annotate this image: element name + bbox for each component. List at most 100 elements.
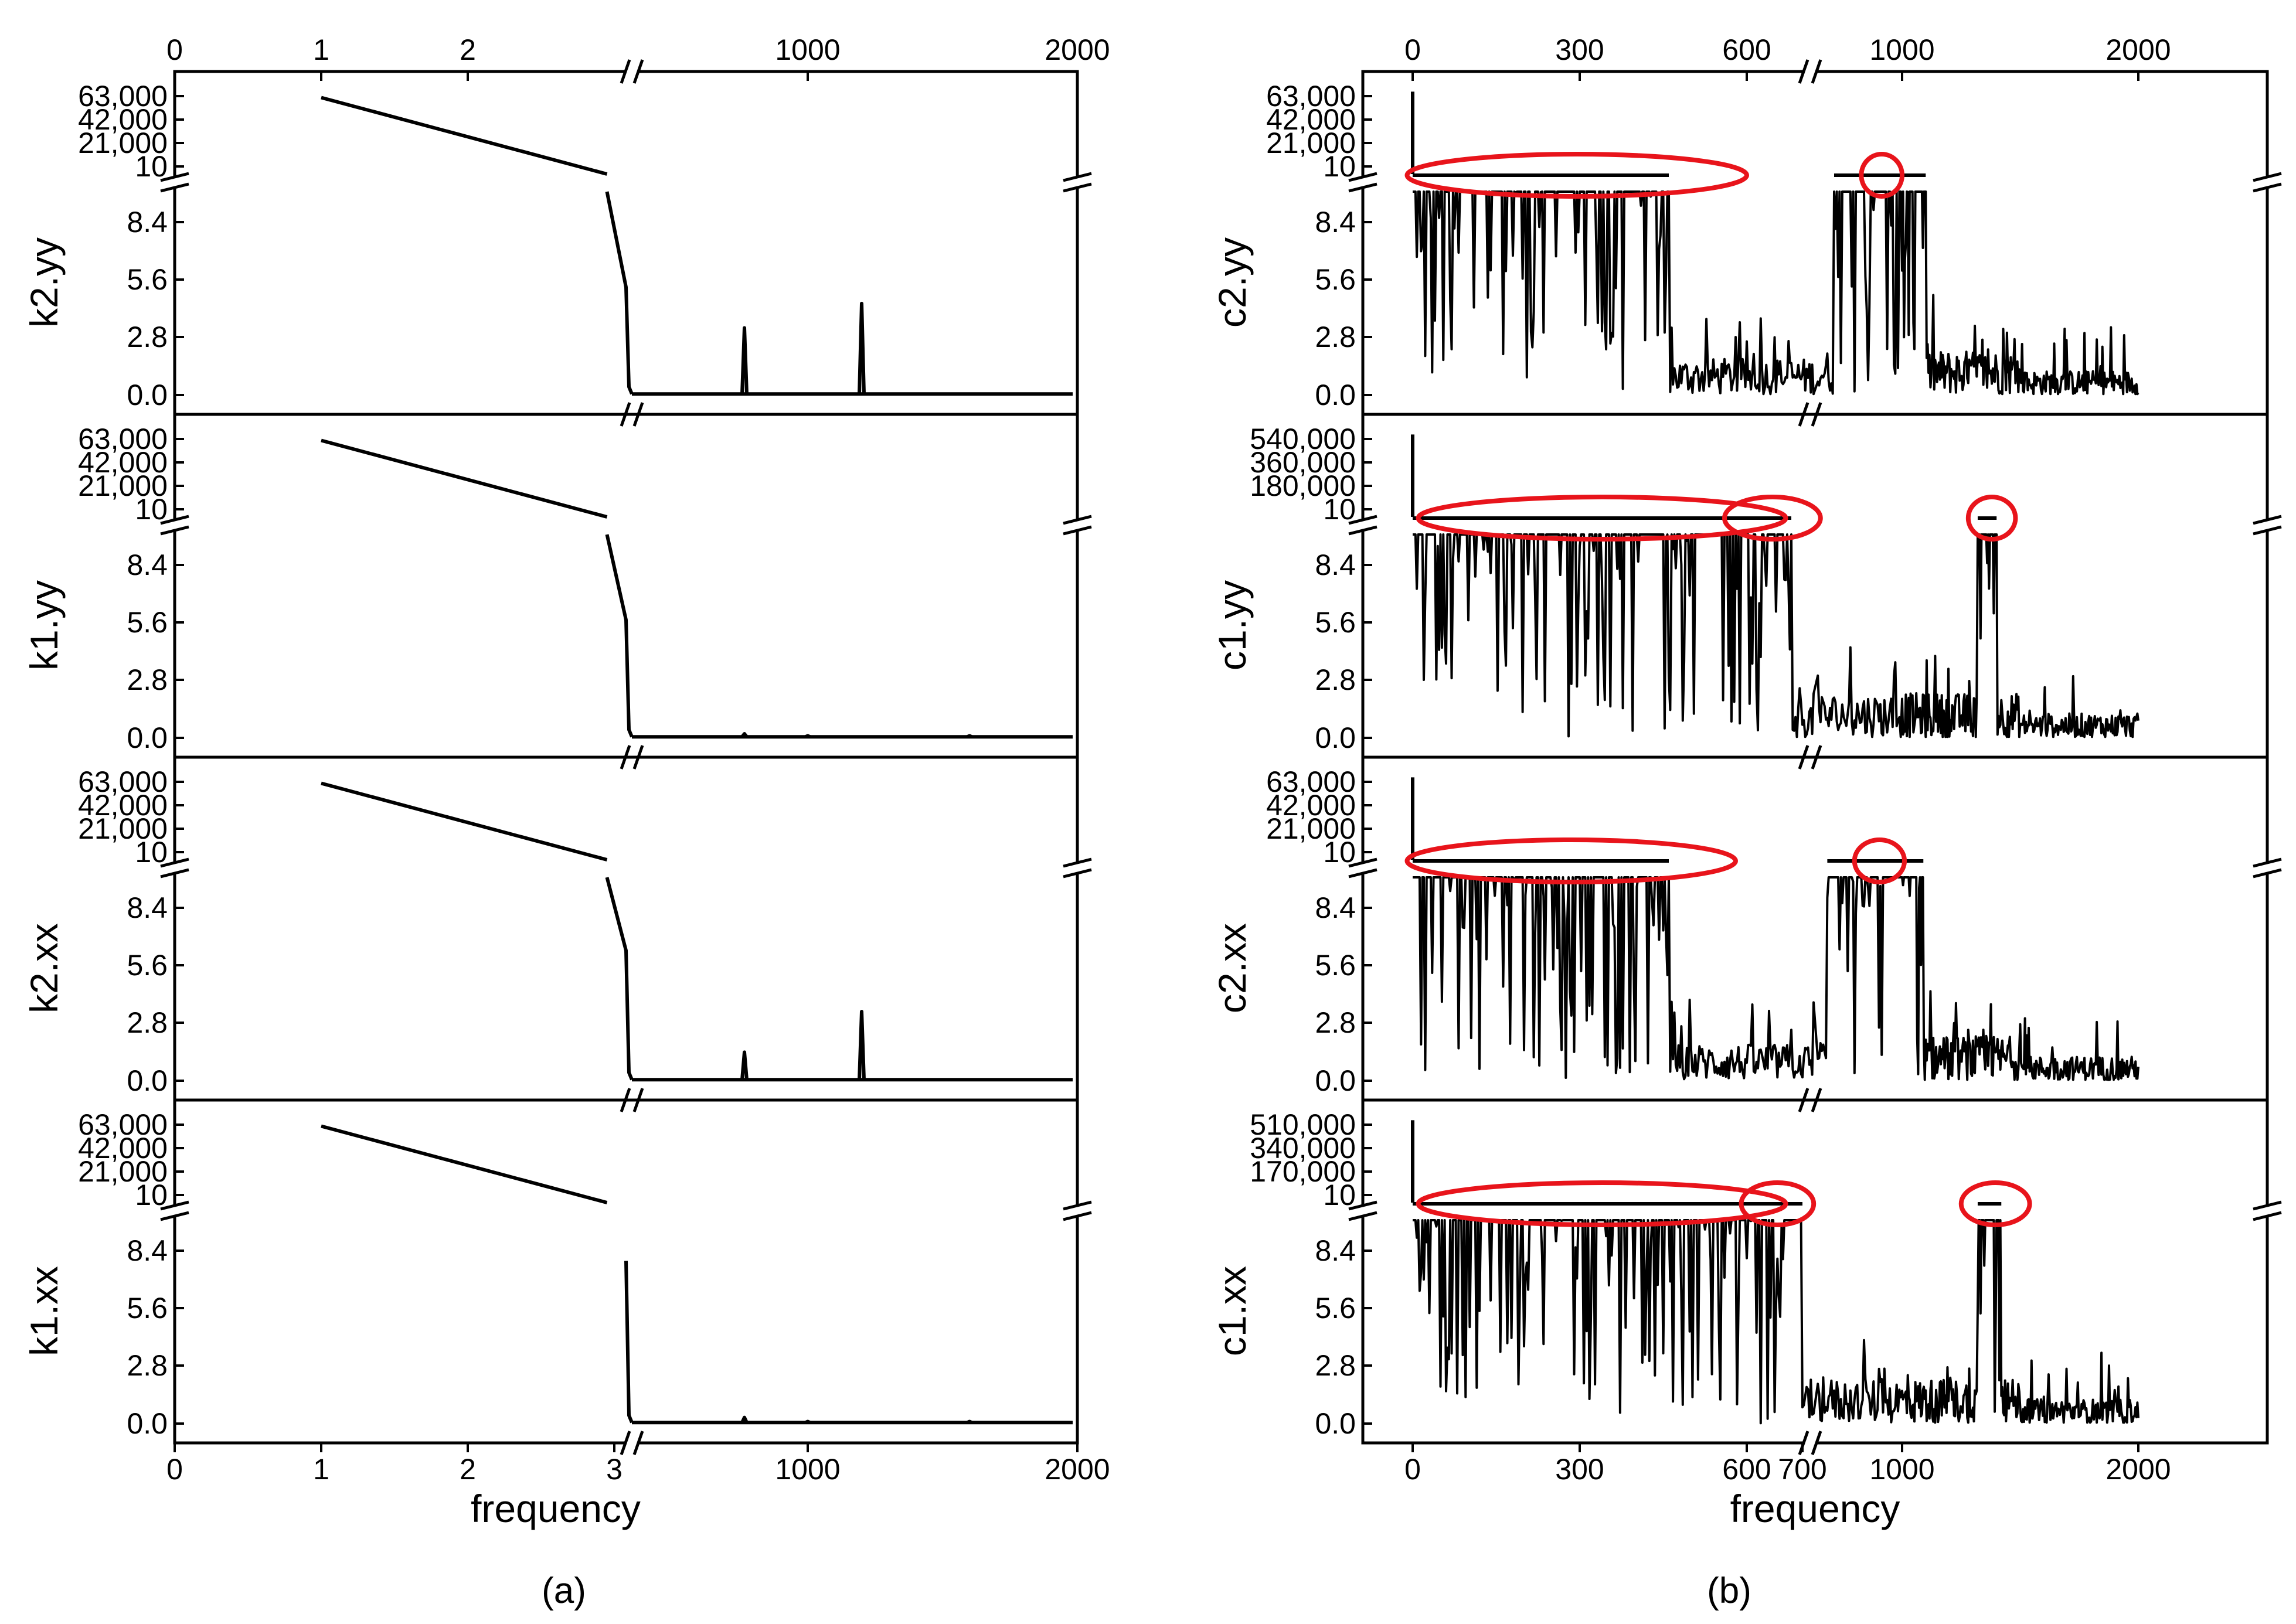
y-tick-label: 8.4	[127, 1234, 168, 1267]
spectrum-line	[1413, 876, 2139, 1081]
y-tick-label: 8.4	[1315, 1234, 1356, 1267]
y-tick-label: 0.0	[127, 721, 168, 754]
x-top-tick-label: 1	[313, 33, 329, 66]
spectrum-line	[1413, 1219, 2139, 1425]
axis-break-mark	[632, 1431, 644, 1455]
y-tick-label: 2.8	[1315, 1006, 1356, 1039]
axis-break-mark	[1063, 525, 1092, 536]
y-axis-label: c2.xx	[1210, 923, 1254, 1013]
y-tick-label: 21,000	[78, 812, 168, 845]
y-tick-label: 8.4	[127, 206, 168, 239]
x-tick-label: 2	[460, 1453, 476, 1486]
axis-break-mark	[1348, 868, 1377, 879]
x-tick-label: 2000	[2105, 1453, 2171, 1486]
highlight-ellipse	[1859, 152, 1904, 199]
axis-break-mark	[1348, 172, 1377, 182]
y-tick-label: 180,000	[1250, 469, 1356, 502]
drop-line	[605, 191, 634, 395]
y-tick-label: 21,000	[1266, 812, 1356, 845]
y-tick-label: 21,000	[1266, 127, 1356, 159]
axis-break-mark	[1348, 515, 1377, 525]
x-top-tick-label: 0	[1404, 33, 1421, 66]
x-tick-label: 1	[313, 1453, 329, 1486]
axis-break-mark	[2253, 525, 2282, 536]
y-axis-label: k2.xx	[22, 923, 66, 1013]
x-tick-label: 3	[606, 1453, 623, 1486]
drop-line	[605, 534, 634, 738]
y-tick-label: 2.8	[127, 321, 168, 353]
axis-break-mark	[1348, 857, 1377, 868]
y-tick-label: 2.8	[127, 1006, 168, 1039]
y-tick-label: 10	[1323, 150, 1356, 183]
y-tick-label: 8.4	[1315, 206, 1356, 239]
trend-line	[321, 96, 608, 176]
x-top-tick-label: 0	[166, 33, 183, 66]
y-tick-label: 42,000	[78, 103, 168, 136]
x-top-tick-label: 2	[460, 33, 476, 66]
highlight-ellipse	[1958, 1180, 2032, 1227]
y-tick-label: 0.0	[127, 379, 168, 411]
y-tick-label: 10	[135, 493, 168, 526]
axis-break-mark	[632, 59, 644, 84]
spectrum-line	[1413, 190, 2139, 396]
y-tick-label: 8.4	[1315, 891, 1356, 924]
x-top-tick-label: 1000	[775, 33, 840, 66]
y-tick-label: 63,000	[1266, 80, 1356, 113]
y-tick-label: 21,000	[78, 1155, 168, 1188]
panel-frame	[173, 70, 1079, 416]
axis-break-mark	[2253, 515, 2282, 525]
y-tick-label: 2.8	[1315, 321, 1356, 353]
peak	[804, 734, 811, 739]
y-tick-label: 10	[1323, 493, 1356, 526]
y-axis-label: k1.xx	[22, 1266, 66, 1356]
y-tick-label: 5.6	[127, 949, 168, 982]
y-tick-label: 10	[135, 1179, 168, 1211]
trend-line	[321, 438, 608, 519]
axis-break-mark	[2253, 182, 2282, 193]
y-tick-label: 0.0	[1315, 721, 1356, 754]
x-tick-label: 0	[166, 1453, 183, 1486]
y-axis-label: c1.yy	[1210, 580, 1254, 670]
axis-break-mark	[160, 525, 189, 536]
x-top-tick-label: 2000	[1045, 33, 1110, 66]
y-tick-label: 5.6	[127, 263, 168, 296]
peak	[740, 732, 749, 738]
y-axis-label: c1.xx	[1210, 1266, 1254, 1356]
y-tick-label: 340,000	[1250, 1132, 1356, 1165]
y-axis-label: k2.yy	[22, 237, 66, 328]
y-tick-label: 8.4	[127, 549, 168, 581]
axis-break-mark	[2253, 172, 2282, 182]
panel-frame	[173, 755, 1079, 1102]
x-tick-label: 2000	[1045, 1453, 1110, 1486]
peak	[858, 301, 866, 394]
chart-a: 63,00042,00021,000108.45.62.80.0k2.yy63,…	[22, 33, 1110, 1530]
y-tick-label: 2.8	[127, 663, 168, 696]
x-tick-label: 0	[1404, 1453, 1421, 1486]
highlight-ellipse	[1404, 152, 1749, 199]
peak	[740, 1050, 749, 1080]
panel-frame	[1361, 755, 2269, 1102]
y-tick-label: 2.8	[1315, 663, 1356, 696]
highlight-ellipse	[1416, 495, 1788, 542]
y-tick-label: 21,000	[78, 127, 168, 159]
axis-break-mark	[620, 1431, 631, 1455]
y-tick-label: 21,000	[78, 469, 168, 502]
y-tick-label: 510,000	[1250, 1108, 1356, 1141]
axis-break-mark	[2253, 857, 2282, 868]
axis-break-mark	[1348, 525, 1377, 536]
x-tick-label: 1000	[1869, 1453, 1934, 1486]
axis-break-mark	[1348, 1200, 1377, 1211]
y-tick-label: 42,000	[78, 446, 168, 479]
x-tick-label: 700	[1778, 1453, 1826, 1486]
axis-break-mark	[1063, 1200, 1092, 1211]
peak	[966, 1419, 973, 1425]
highlight-ellipse	[1404, 837, 1738, 884]
axis-break-mark	[1063, 868, 1092, 879]
y-tick-label: 0.0	[1315, 1064, 1356, 1097]
y-tick-label: 0.0	[127, 1407, 168, 1440]
y-tick-label: 10	[135, 836, 168, 869]
peak	[804, 1419, 811, 1425]
y-tick-label: 42,000	[1266, 789, 1356, 822]
